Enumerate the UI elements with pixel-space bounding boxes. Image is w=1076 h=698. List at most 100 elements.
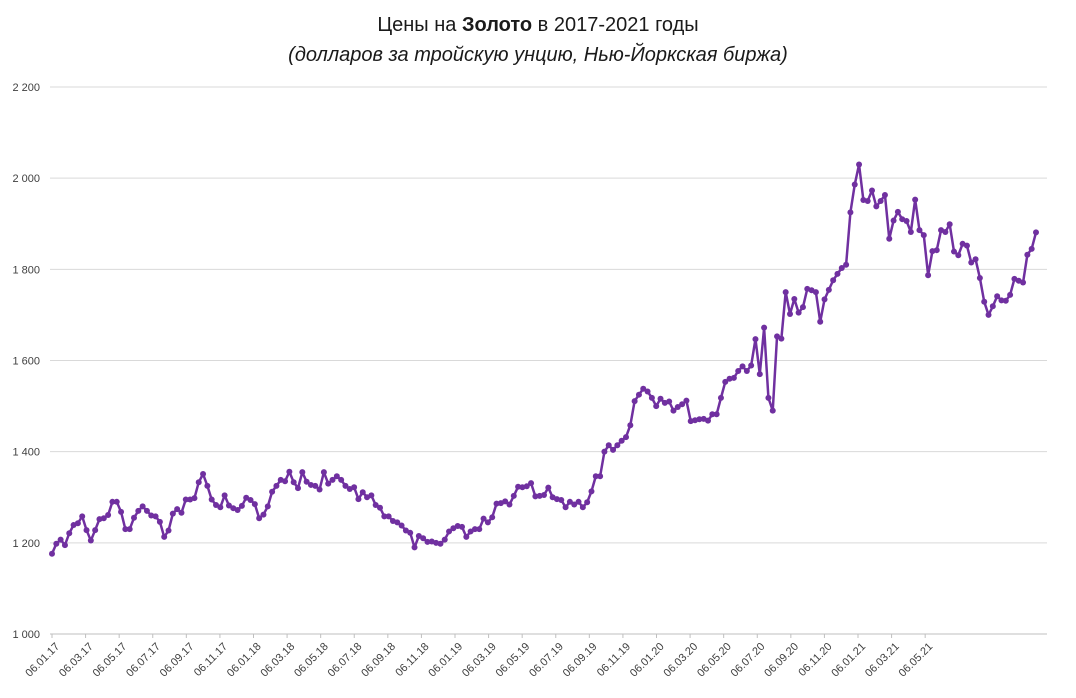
data-point bbox=[571, 501, 578, 508]
data-point bbox=[705, 417, 711, 424]
data-point bbox=[338, 476, 345, 483]
data-point bbox=[1024, 251, 1031, 258]
data-point bbox=[476, 526, 483, 533]
data-point bbox=[640, 385, 647, 392]
data-point bbox=[161, 533, 168, 540]
data-point bbox=[985, 311, 992, 318]
data-point bbox=[424, 538, 431, 545]
y-tick-label: 1 400 bbox=[12, 447, 40, 459]
data-point bbox=[122, 526, 129, 533]
data-point bbox=[963, 242, 970, 249]
data-point bbox=[864, 197, 871, 204]
data-point bbox=[342, 482, 349, 489]
x-tick-label: 06.09.20 bbox=[762, 641, 801, 680]
data-point bbox=[717, 394, 724, 401]
data-point bbox=[407, 529, 414, 536]
data-point bbox=[92, 527, 99, 534]
data-point bbox=[821, 296, 828, 303]
data-point bbox=[238, 502, 245, 509]
data-point bbox=[471, 526, 478, 533]
data-point bbox=[437, 540, 444, 547]
data-point bbox=[523, 483, 530, 490]
data-point bbox=[178, 509, 185, 516]
data-point bbox=[674, 404, 681, 410]
data-point bbox=[735, 367, 742, 374]
data-point bbox=[812, 289, 819, 296]
x-tick-label: 06.07.17 bbox=[124, 641, 163, 680]
x-axis-ticks: 06.01.1706.03.1706.05.1706.07.1706.09.17… bbox=[23, 634, 935, 679]
data-point bbox=[502, 498, 509, 505]
data-point bbox=[333, 473, 340, 480]
data-point bbox=[843, 261, 850, 268]
data-point bbox=[722, 378, 729, 385]
data-point bbox=[385, 513, 392, 520]
data-point bbox=[351, 484, 358, 491]
x-tick-label: 06.01.18 bbox=[225, 641, 264, 680]
data-point bbox=[109, 498, 116, 505]
data-point bbox=[441, 536, 448, 543]
data-point bbox=[251, 501, 258, 508]
data-point bbox=[743, 367, 750, 374]
data-point bbox=[748, 362, 755, 369]
grid-lines bbox=[50, 86, 1047, 635]
data-point bbox=[648, 394, 655, 401]
data-point bbox=[907, 228, 914, 235]
data-point bbox=[312, 482, 319, 489]
data-point bbox=[713, 411, 720, 418]
x-tick-label: 06.11.20 bbox=[796, 641, 834, 679]
x-tick-label: 06.01.17 bbox=[23, 641, 62, 680]
y-tick-label: 2 000 bbox=[12, 173, 40, 185]
data-point bbox=[282, 478, 289, 485]
data-point bbox=[411, 544, 418, 551]
data-point bbox=[631, 398, 638, 405]
data-point bbox=[886, 235, 893, 242]
data-point bbox=[951, 248, 957, 255]
data-point bbox=[541, 491, 547, 498]
data-point bbox=[562, 504, 569, 511]
data-point bbox=[605, 442, 612, 449]
data-point bbox=[545, 484, 552, 491]
data-point bbox=[597, 473, 604, 480]
data-point bbox=[679, 401, 686, 408]
data-point bbox=[79, 513, 86, 520]
data-point bbox=[752, 336, 759, 343]
data-point bbox=[139, 503, 146, 510]
data-point bbox=[295, 485, 301, 492]
x-tick-label: 06.11.19 bbox=[595, 641, 633, 679]
data-point bbox=[57, 536, 64, 543]
data-point bbox=[113, 498, 120, 505]
x-tick-label: 06.05.21 bbox=[897, 641, 936, 680]
chart-title-bold: Золото bbox=[461, 14, 533, 36]
data-point bbox=[579, 504, 586, 511]
data-point bbox=[851, 181, 858, 188]
data-point bbox=[761, 324, 768, 331]
data-point bbox=[105, 512, 112, 519]
data-point bbox=[666, 398, 673, 405]
data-point bbox=[998, 297, 1005, 304]
data-point bbox=[269, 488, 276, 495]
data-point bbox=[225, 502, 232, 509]
data-point bbox=[683, 397, 690, 404]
data-point bbox=[890, 217, 897, 224]
x-tick-label: 06.03.20 bbox=[662, 641, 701, 680]
data-point bbox=[290, 479, 297, 486]
data-point bbox=[126, 526, 133, 533]
x-tick-label: 06.09.17 bbox=[158, 641, 197, 680]
data-point bbox=[191, 495, 198, 502]
data-point bbox=[989, 303, 996, 310]
data-point bbox=[799, 304, 806, 311]
data-point bbox=[100, 515, 107, 522]
data-point bbox=[204, 482, 211, 489]
data-point bbox=[575, 498, 582, 505]
data-point bbox=[838, 264, 845, 271]
data-point bbox=[791, 295, 798, 302]
x-tick-label: 06.03.18 bbox=[259, 641, 298, 680]
data-point bbox=[329, 476, 336, 483]
data-point bbox=[670, 407, 677, 414]
data-point bbox=[256, 515, 263, 522]
data-point bbox=[234, 507, 241, 514]
data-point bbox=[286, 468, 293, 475]
y-tick-label: 1 800 bbox=[12, 264, 40, 276]
data-point bbox=[756, 371, 763, 378]
chart-title: Цены на Золото в 2017-2021 годы bbox=[0, 10, 1076, 40]
